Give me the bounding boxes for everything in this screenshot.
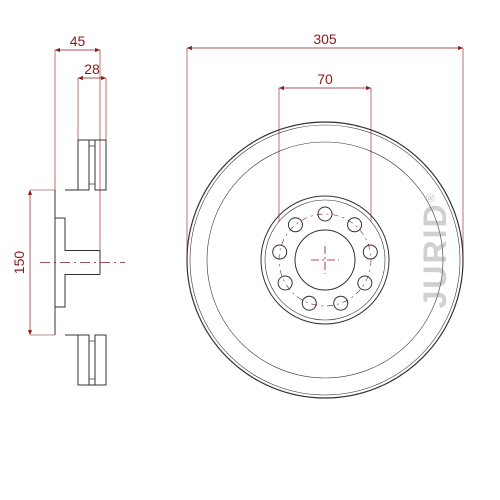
svg-text:70: 70 <box>317 71 333 87</box>
dimensions-layer: 305 70 45 28 150 <box>11 31 463 335</box>
side-view <box>40 140 125 385</box>
svg-text:45: 45 <box>70 33 86 49</box>
svg-text:28: 28 <box>84 61 100 77</box>
brand-watermark: JURID® <box>417 192 454 309</box>
svg-text:150: 150 <box>11 251 27 275</box>
svg-text:305: 305 <box>313 31 337 47</box>
